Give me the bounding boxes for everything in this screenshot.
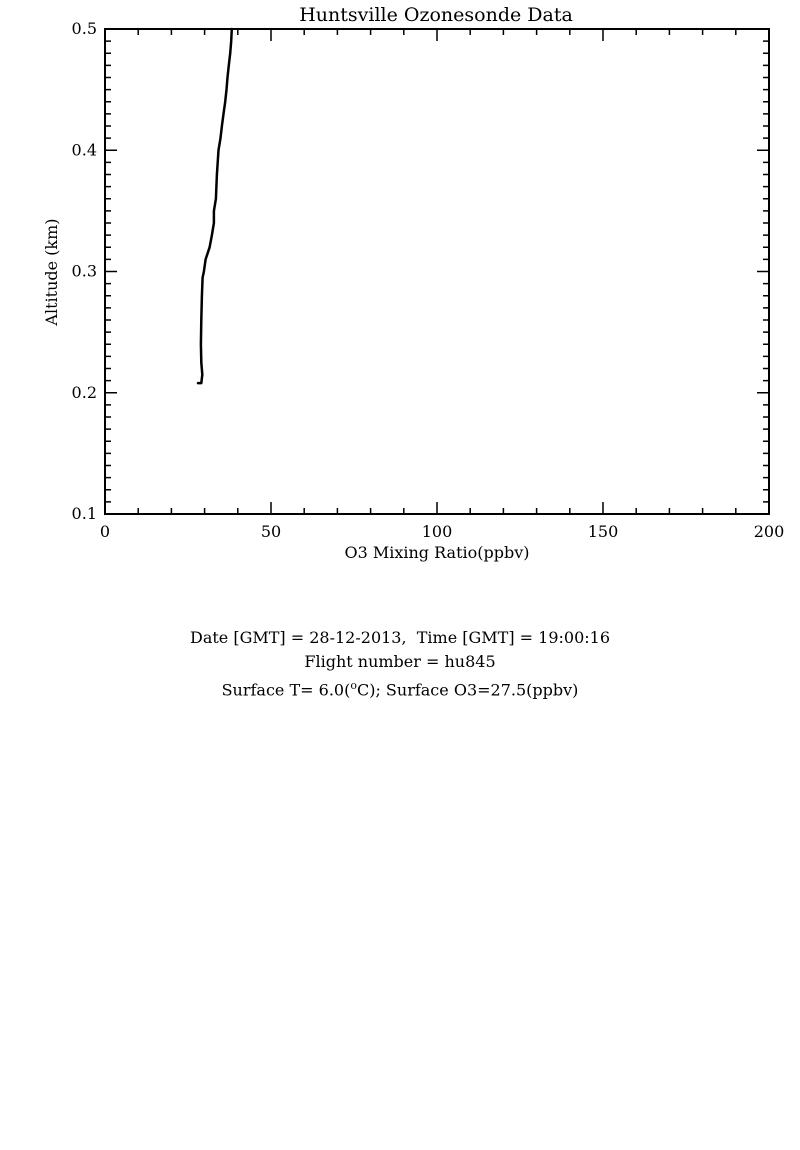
sounding-info: Date [GMT] = 28-12-2013, Time [GMT] = 19… xyxy=(0,626,800,702)
x-tick-label: 0 xyxy=(100,522,110,541)
x-tick-label: 200 xyxy=(754,522,785,541)
y-tick-label: 0.1 xyxy=(72,504,97,523)
surface-values-line: Surface T= 6.0(oC); Surface O3=27.5(ppbv… xyxy=(0,674,800,702)
degree-sup: o xyxy=(350,679,357,692)
chart-title: Huntsville Ozonesonde Data xyxy=(299,4,573,26)
surface-o3-text: C); Surface O3=27.5(ppbv) xyxy=(356,680,579,700)
ozone-profile-line xyxy=(196,27,234,385)
ozone-profile-chart: Huntsville Ozonesonde Data 0 50 100 150 2000… xyxy=(42,4,785,562)
y-tick-label: 0.5 xyxy=(72,19,97,38)
y-tick-label: 0.3 xyxy=(72,262,97,281)
x-tick-label: 50 xyxy=(261,522,281,541)
x-tick-label: 100 xyxy=(422,522,453,541)
y-tick-label: 0.4 xyxy=(72,140,97,159)
y-tick-label: 0.2 xyxy=(72,383,97,402)
series-layer xyxy=(196,27,234,385)
tick-labels: 0 50 100 150 200 0.1 0.2 0.3 0.4 0.5 xyxy=(72,19,785,541)
surface-temp-text: Surface T= 6.0( xyxy=(221,680,351,700)
minor-ticks xyxy=(105,29,769,514)
x-tick-label: 150 xyxy=(588,522,619,541)
y-axis-label: Altitude (km) xyxy=(42,218,61,326)
date-time-line: Date [GMT] = 28-12-2013, Time [GMT] = 19… xyxy=(189,628,611,647)
x-axis-label: O3 Mixing Ratio(ppbv) xyxy=(344,543,529,562)
major-ticks xyxy=(104,28,770,515)
flight-number-line: Flight number = hu845 xyxy=(304,652,496,671)
